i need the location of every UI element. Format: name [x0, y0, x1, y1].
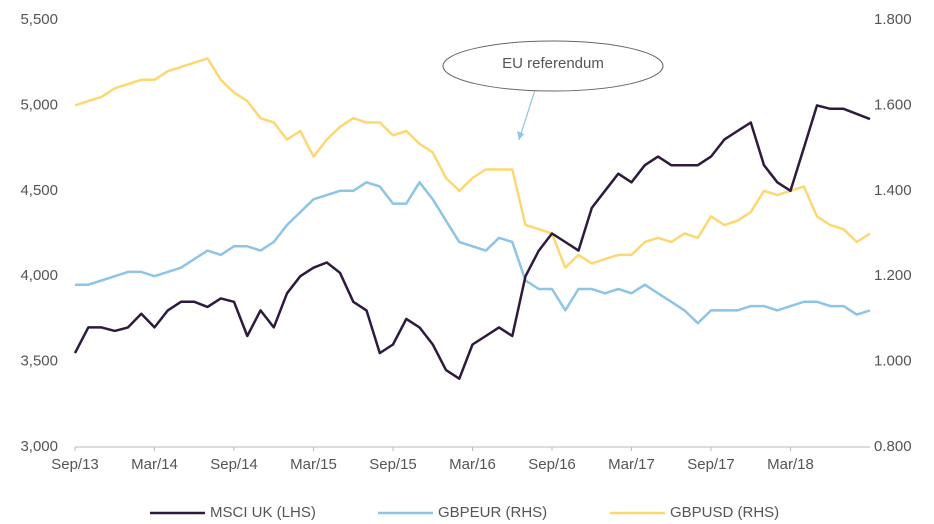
x-tick-label: Mar/15 [290, 456, 337, 473]
y2-tick-label: 1.800 [874, 11, 912, 28]
y-tick-label: 5,500 [20, 11, 58, 28]
y-tick-label: 3,000 [20, 438, 58, 455]
y-tick-label: 5,000 [20, 96, 58, 113]
series-line [75, 181, 871, 325]
y2-tick-label: 0.800 [874, 438, 912, 455]
x-tick-label: Mar/17 [608, 456, 655, 473]
y-tick-label: 4,500 [20, 182, 58, 199]
legend-label: MSCI UK (LHS) [210, 504, 316, 521]
y2-tick-label: 1.400 [874, 182, 912, 199]
x-tick-label: Mar/14 [131, 456, 178, 473]
y2-tick-label: 1.600 [874, 96, 912, 113]
annotation-bubble [442, 40, 664, 92]
y2-tick-label: 1.200 [874, 267, 912, 284]
legend-label: GBPEUR (RHS) [438, 504, 547, 521]
annotation-arrowhead [517, 131, 524, 140]
legend-label: GBPUSD (RHS) [670, 504, 779, 521]
x-tick-label: Sep/15 [369, 456, 417, 473]
x-tick-label: Sep/17 [687, 456, 735, 473]
x-tick-label: Mar/16 [449, 456, 496, 473]
x-tick-label: Sep/14 [210, 456, 258, 473]
x-tick-label: Sep/16 [528, 456, 576, 473]
annotation: EU referendum [502, 55, 604, 72]
series-line [73, 104, 871, 380]
y2-tick-label: 1.000 [874, 353, 912, 370]
y-tick-label: 4,000 [20, 267, 58, 284]
y-tick-label: 3,500 [20, 353, 58, 370]
plot [73, 57, 871, 380]
x-tick-label: Sep/13 [51, 456, 99, 473]
x-tick-label: Mar/18 [767, 456, 814, 473]
series-line [74, 57, 871, 269]
annotation-arrow [518, 89, 536, 141]
